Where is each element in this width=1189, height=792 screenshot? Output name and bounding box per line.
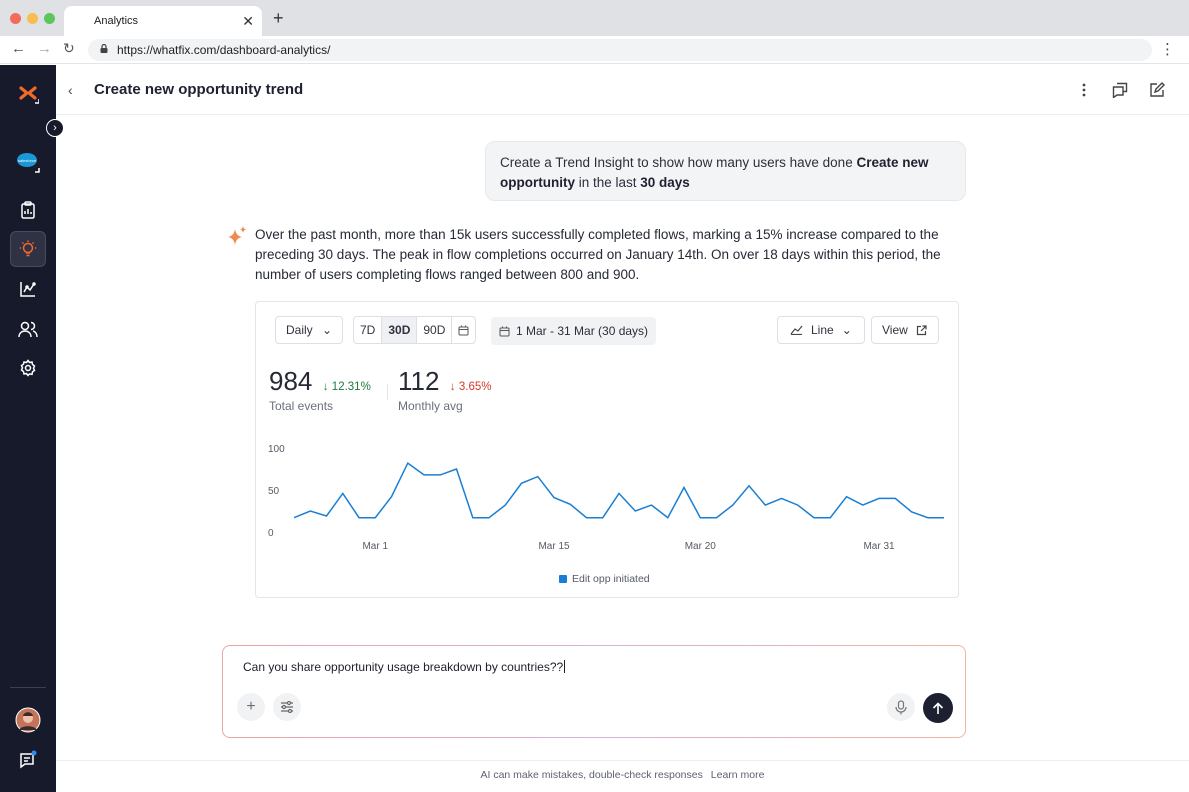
page-title: Create new opportunity trend (94, 81, 304, 98)
chart-legend: Edit opp initiated (559, 573, 650, 585)
microphone-icon[interactable] (887, 693, 915, 721)
chart-type-dropdown[interactable]: Line ⌄ (777, 316, 865, 344)
metric-divider (387, 384, 388, 400)
insights-bulb-icon[interactable] (10, 231, 46, 267)
left-sidebar: salesforce (0, 65, 56, 792)
new-tab-icon[interactable]: + (273, 8, 284, 28)
date-range-chip[interactable]: 1 Mar - 31 Mar (30 days) (491, 317, 657, 345)
x-tick-label: Mar 31 (863, 541, 895, 552)
url-text: https://whatfix.com/dashboard-analytics/ (117, 43, 331, 57)
page-header: ‹ Create new opportunity trend (56, 65, 1189, 115)
ai-response-text: Over the past month, more than 15k users… (255, 227, 941, 282)
user-message-bubble: Create a Trend Insight to show how many … (485, 141, 966, 201)
granularity-value: Daily (286, 323, 313, 337)
add-attachment-icon[interactable]: + (237, 693, 265, 721)
learn-more-link[interactable]: Learn more (710, 769, 765, 781)
browser-tab-bar: Analytics ✕ + (0, 0, 1189, 36)
trend-line-chart: 100 50 0 Mar 1 Mar 15 Mar 20 Mar 31 (268, 444, 944, 552)
footer-disclaimer: AI can make mistakes, double-check respo… (56, 760, 1189, 792)
metric-label: Total events (269, 399, 334, 413)
close-tab-icon[interactable]: ✕ (242, 13, 254, 29)
external-link-icon (916, 324, 927, 335)
user-message-emphasis: Create new opportunity (500, 155, 929, 190)
chat-composer: Can you share opportunity usage breakdow… (222, 645, 966, 738)
send-button[interactable] (923, 693, 953, 723)
whatfix-logo-icon[interactable] (10, 75, 46, 111)
x-tick-label: Mar 15 (538, 541, 570, 552)
more-options-icon[interactable] (1074, 80, 1094, 100)
filters-sliders-icon[interactable] (273, 693, 301, 721)
salesforce-app-icon[interactable]: salesforce (10, 144, 46, 180)
maximize-window-button[interactable] (44, 13, 55, 24)
series-line (293, 461, 944, 519)
share-conversation-icon[interactable] (1110, 80, 1130, 100)
chart-type-value: Line (811, 323, 834, 337)
tab-title: Analytics (94, 15, 139, 27)
address-bar-row: ← → ↻ https://whatfix.com/dashboard-anal… (0, 36, 1189, 64)
user-message-text: Create a Trend Insight to show how many … (500, 155, 857, 170)
metric-total-events: 984 ↓ 12.31% Total events (269, 366, 371, 413)
metric-label: Monthly avg (398, 399, 463, 413)
reload-icon[interactable]: ↻ (63, 40, 75, 56)
legend-swatch (559, 575, 567, 583)
metric-change: ↓ 12.31% (322, 381, 371, 393)
chevron-down-icon: ⌄ (321, 323, 332, 337)
metric-value: 984 (269, 366, 313, 396)
sidebar-divider (10, 687, 46, 688)
trend-chart-card: Daily ⌄ 7D 30D 90D 1 Mar - 31 Mar (30 da… (255, 301, 959, 598)
range-90d-button[interactable]: 90D (417, 317, 453, 343)
custom-range-calendar-icon[interactable] (452, 317, 475, 343)
granularity-dropdown[interactable]: Daily ⌄ (275, 316, 343, 344)
x-tick-label: Mar 1 (362, 541, 388, 552)
x-tick-label: Mar 20 (685, 541, 717, 552)
close-window-button[interactable] (10, 13, 21, 24)
chat-input-field[interactable]: Can you share opportunity usage breakdow… (243, 660, 566, 674)
ai-sparkle-icon (228, 226, 246, 245)
url-field[interactable]: https://whatfix.com/dashboard-analytics/ (88, 39, 1152, 61)
minimize-window-button[interactable] (27, 13, 38, 24)
disclaimer-text: AI can make mistakes, double-check respo… (480, 769, 703, 781)
chat-notifications-icon[interactable] (10, 742, 46, 778)
sidebar-expand-chevron-icon[interactable]: › (46, 119, 64, 137)
y-tick-label: 0 (268, 528, 274, 539)
browser-menu-icon[interactable]: ⋮ (1160, 41, 1175, 58)
forward-arrow-icon[interactable]: → (37, 40, 52, 57)
range-30d-button[interactable]: 30D (382, 317, 418, 343)
back-chevron-icon[interactable]: ‹ (68, 82, 73, 98)
view-button[interactable]: View (871, 316, 939, 344)
lock-icon (100, 44, 108, 53)
metric-monthly-avg: 112 ↓ 3.65% Monthly avg (398, 366, 491, 413)
browser-tab[interactable]: Analytics ✕ (64, 6, 262, 36)
view-label: View (882, 323, 908, 337)
legend-label: Edit opp initiated (572, 573, 650, 585)
range-selector: 7D 30D 90D (353, 316, 477, 344)
user-avatar[interactable] (10, 702, 46, 738)
calendar-icon (499, 326, 510, 336)
users-icon[interactable] (10, 311, 46, 347)
chat-input-box[interactable]: Can you share opportunity usage breakdow… (223, 646, 965, 737)
range-7d-button[interactable]: 7D (354, 317, 383, 343)
clipboard-icon[interactable] (10, 192, 46, 228)
metric-value: 112 (398, 366, 440, 396)
chevron-down-icon: ⌄ (841, 323, 852, 337)
window-controls (10, 13, 55, 24)
y-tick-label: 100 (268, 444, 285, 455)
date-range-text: 1 Mar - 31 Mar (30 days) (516, 324, 649, 338)
line-chart-icon (790, 325, 803, 335)
settings-gear-icon[interactable] (10, 350, 46, 386)
user-message-text: in the last (574, 175, 641, 190)
svg-text:salesforce: salesforce (18, 158, 37, 163)
metric-change: ↓ 3.65% (449, 381, 492, 393)
y-tick-label: 50 (268, 486, 280, 497)
user-message-emphasis: 30 days (640, 175, 690, 190)
back-arrow-icon[interactable]: ← (11, 40, 26, 57)
send-arrow-up-icon (932, 701, 944, 714)
trends-chart-icon[interactable] (10, 271, 46, 307)
edit-icon[interactable] (1147, 80, 1167, 100)
